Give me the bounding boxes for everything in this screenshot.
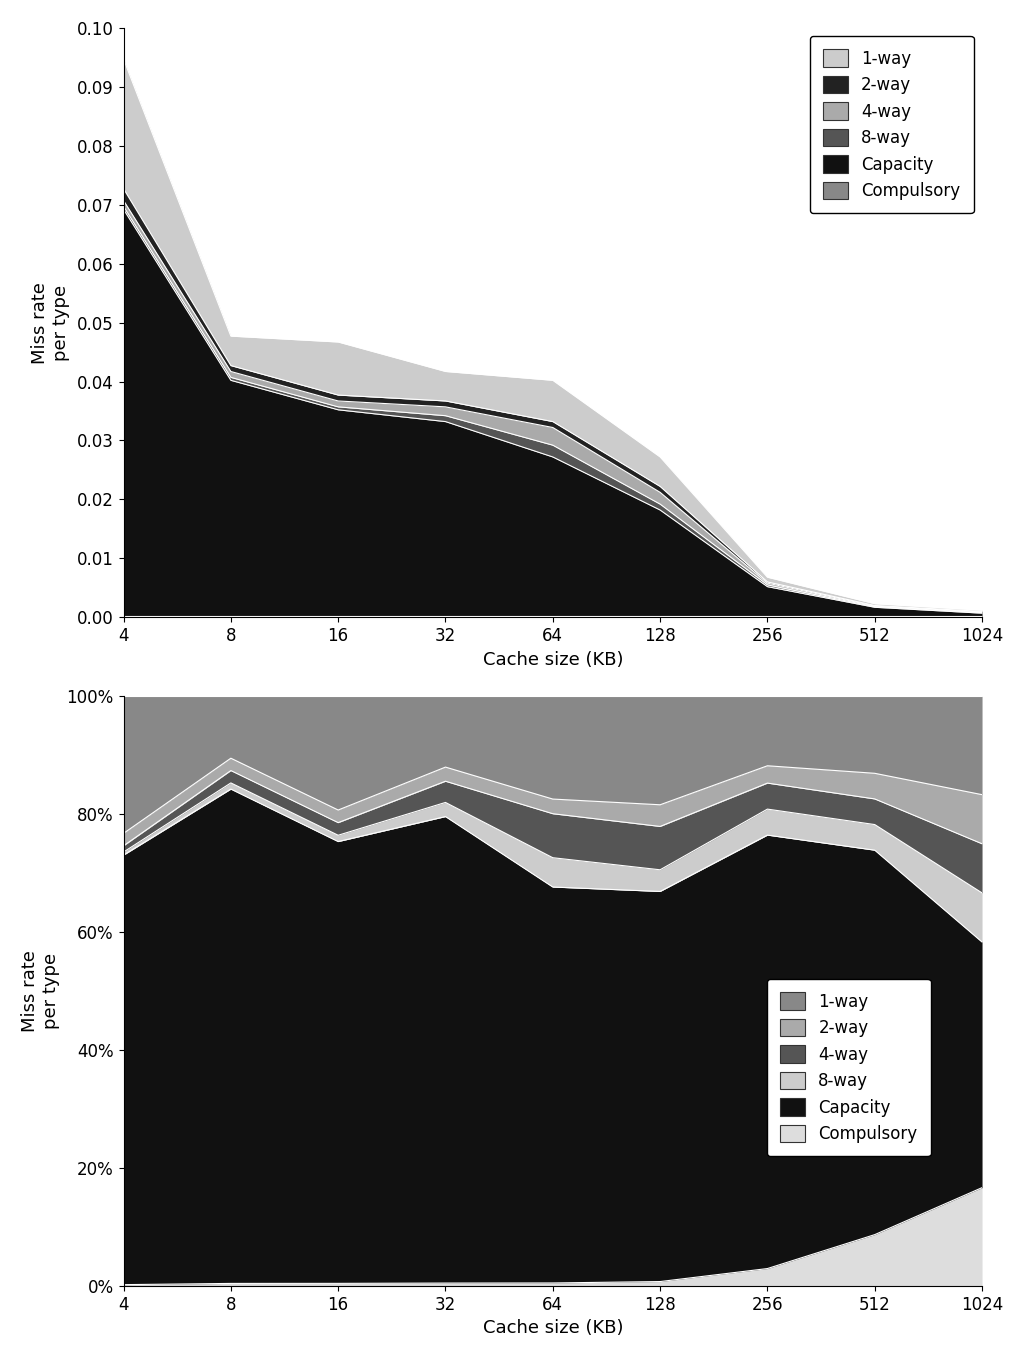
Y-axis label: Miss rate
per type: Miss rate per type xyxy=(31,281,70,364)
Legend: 1-way, 2-way, 4-way, 8-way, Capacity, Compulsory: 1-way, 2-way, 4-way, 8-way, Capacity, Co… xyxy=(810,37,974,213)
X-axis label: Cache size (KB): Cache size (KB) xyxy=(482,650,623,668)
Y-axis label: Miss rate
per type: Miss rate per type xyxy=(20,951,59,1032)
Legend: 1-way, 2-way, 4-way, 8-way, Capacity, Compulsory: 1-way, 2-way, 4-way, 8-way, Capacity, Co… xyxy=(767,979,931,1157)
X-axis label: Cache size (KB): Cache size (KB) xyxy=(482,1319,623,1338)
